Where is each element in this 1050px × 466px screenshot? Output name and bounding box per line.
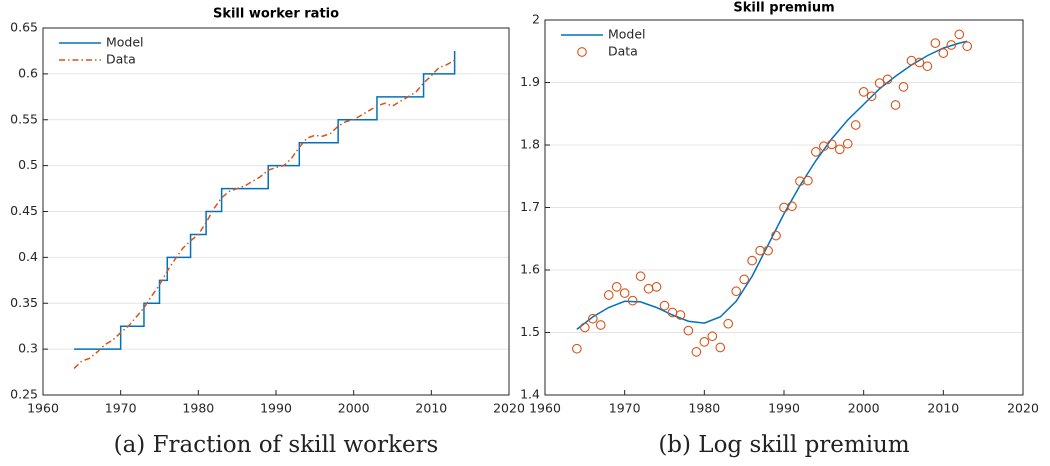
data-point	[627, 295, 638, 306]
data-point	[787, 201, 797, 212]
data-point	[611, 282, 622, 292]
chart-title: Skill premium	[733, 1, 834, 16]
legend-label: Model	[608, 27, 646, 42]
data-point	[675, 310, 686, 320]
data-point	[707, 331, 718, 342]
data-point	[747, 255, 757, 266]
y-tick-label: 1.5	[520, 324, 540, 339]
chart-title: Skill worker ratio	[213, 7, 339, 22]
y-tick-label: 2	[532, 12, 540, 27]
data-point	[803, 175, 813, 186]
y-tick-label: 1.7	[520, 199, 540, 214]
data-point	[715, 342, 726, 353]
data-point	[866, 91, 877, 102]
caption: (a) Fraction of skill workers	[114, 432, 439, 458]
x-tick-label: 2010	[927, 401, 959, 416]
data-point	[723, 318, 734, 329]
data-point	[962, 41, 973, 52]
x-tick-label: 2020	[493, 401, 525, 416]
data-point	[922, 61, 933, 72]
data-point	[579, 322, 590, 333]
y-tick-label: 1.9	[520, 74, 540, 89]
y-tick-label: 1.8	[520, 137, 540, 152]
data-point	[691, 347, 702, 357]
y-tick-label: 0.65	[10, 20, 38, 35]
x-tick-label: 1990	[768, 401, 800, 416]
data-point	[595, 320, 606, 330]
legend-label: Model	[106, 35, 144, 50]
x-tick-label: 2000	[848, 401, 880, 416]
data-point	[930, 38, 941, 48]
y-tick-label: 0.55	[10, 111, 38, 126]
legend-label: Data	[608, 44, 638, 59]
series-line	[73, 59, 456, 369]
data-point	[635, 271, 646, 282]
data-point	[938, 48, 949, 58]
data-point	[858, 87, 869, 97]
y-tick-label: 1.4	[520, 387, 540, 402]
data-point	[890, 100, 901, 110]
x-tick-label: 1970	[105, 401, 137, 416]
data-point	[954, 29, 965, 40]
axes-box	[42, 27, 510, 396]
data-point	[755, 245, 765, 256]
data-point	[898, 82, 909, 92]
caption: (b) Log skill premium	[658, 432, 910, 458]
x-tick-label: 2020	[1007, 401, 1039, 416]
data-point	[683, 325, 694, 336]
y-tick-label: 1.6	[520, 262, 540, 277]
y-tick-label: 0.35	[10, 295, 38, 310]
data-point	[834, 144, 845, 155]
y-tick-label: 0.5	[18, 157, 38, 172]
x-tick-label: 1970	[609, 401, 641, 416]
axes-box	[544, 19, 1024, 396]
x-tick-label: 1960	[27, 401, 59, 416]
data-point	[731, 286, 742, 297]
data-point	[946, 40, 957, 50]
legend-marker	[577, 47, 587, 57]
x-tick-label: 1990	[260, 401, 292, 416]
data-point	[763, 245, 773, 256]
x-tick-label: 2010	[415, 401, 447, 416]
x-tick-label: 1960	[529, 401, 561, 416]
data-point	[811, 147, 821, 157]
data-point	[587, 313, 598, 324]
data-point	[603, 290, 614, 300]
data-point	[651, 282, 662, 292]
data-point	[771, 230, 781, 241]
y-tick-label: 0.3	[18, 341, 38, 356]
y-tick-label: 0.4	[18, 249, 38, 264]
series-line	[74, 50, 456, 350]
legend-label: Data	[106, 52, 136, 67]
x-tick-label: 1980	[688, 401, 720, 416]
data-point	[659, 300, 670, 311]
data-point	[795, 176, 805, 187]
y-tick-label: 0.25	[10, 387, 38, 402]
y-tick-label: 0.6	[18, 65, 38, 80]
series-line	[576, 40, 968, 330]
x-tick-label: 1980	[182, 401, 214, 416]
data-point	[739, 274, 750, 285]
data-point	[874, 78, 885, 88]
data-point	[914, 57, 925, 68]
data-point	[619, 288, 630, 298]
x-tick-label: 2000	[338, 401, 370, 416]
data-point	[826, 139, 837, 150]
data-point	[572, 343, 582, 354]
data-point	[842, 138, 853, 149]
data-point	[850, 120, 861, 130]
data-point	[699, 337, 710, 347]
data-point	[643, 283, 654, 294]
data-point	[906, 55, 917, 66]
y-tick-label: 0.45	[10, 203, 38, 218]
data-point	[882, 74, 893, 85]
